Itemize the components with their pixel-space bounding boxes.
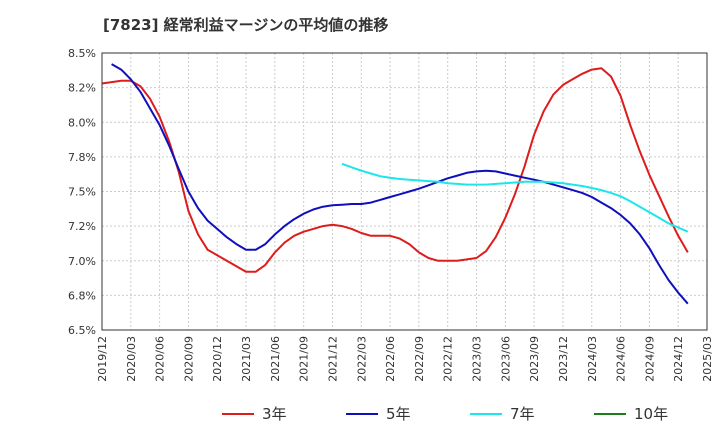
plot-background [102, 53, 707, 330]
legend-label-0: 3年 [262, 405, 287, 423]
y-tick-label: 8.0% [68, 116, 96, 129]
y-tick-label: 6.5% [68, 324, 96, 337]
x-tick-label: 2024/09 [643, 336, 656, 382]
legend-label-3: 10年 [634, 405, 668, 423]
y-tick-label: 8.2% [68, 82, 96, 95]
x-tick-label: 2024/12 [672, 336, 685, 382]
legend: 3年 5年 7年 10年 [222, 405, 668, 423]
x-tick-label: 2021/03 [240, 336, 253, 382]
y-tick-label: 7.2% [68, 220, 96, 233]
x-tick-label: 2020/03 [125, 336, 138, 382]
x-tick-label: 2022/03 [355, 336, 368, 382]
x-tick-label: 2022/12 [442, 336, 455, 382]
x-tick-label: 2023/06 [499, 336, 512, 382]
x-tick-label: 2024/03 [586, 336, 599, 382]
x-tick-label: 2025/03 [701, 336, 714, 382]
x-tick-label: 2020/12 [211, 336, 224, 382]
series-line-2 [341, 162, 689, 233]
series-line-1 [111, 63, 689, 305]
x-tick-label: 2023/09 [528, 336, 541, 382]
y-tick-label: 7.0% [68, 255, 96, 268]
chart-title: [7823] 経常利益マージンの平均値の推移 [103, 16, 389, 34]
x-tick-label: 2024/06 [615, 336, 628, 382]
x-tick-label: 2020/06 [154, 336, 167, 382]
y-tick-label: 6.8% [68, 289, 96, 302]
x-tick-label: 2019/12 [96, 336, 109, 382]
x-tick-label: 2021/12 [326, 336, 339, 382]
plot-frame [101, 52, 708, 331]
x-tick-label: 2022/09 [413, 336, 426, 382]
y-tick-label: 7.8% [68, 151, 96, 164]
x-tick-label: 2020/09 [182, 336, 195, 382]
legend-label-2: 7年 [510, 405, 535, 423]
series-lines [101, 63, 689, 305]
x-tick-label: 2022/06 [384, 336, 397, 382]
x-tick-label: 2021/06 [269, 336, 282, 382]
x-tick-label: 2023/03 [471, 336, 484, 382]
y-tick-label: 8.5% [68, 47, 96, 60]
x-tick-label: 2021/09 [298, 336, 311, 382]
x-axis-tick-labels: 2019/12 2020/03 2020/06 2020/09 2020/12 2021/… [96, 336, 714, 382]
series-line-0 [101, 67, 689, 273]
x-tick-label: 2023/12 [557, 336, 570, 382]
y-tick-label: 7.5% [68, 186, 96, 199]
y-axis-tick-labels: 6.5% 6.8% 7.0% 7.2% 7.5% 7.8% 8.0% 8.2% 8.5% [68, 47, 96, 337]
legend-label-1: 5年 [386, 405, 411, 423]
